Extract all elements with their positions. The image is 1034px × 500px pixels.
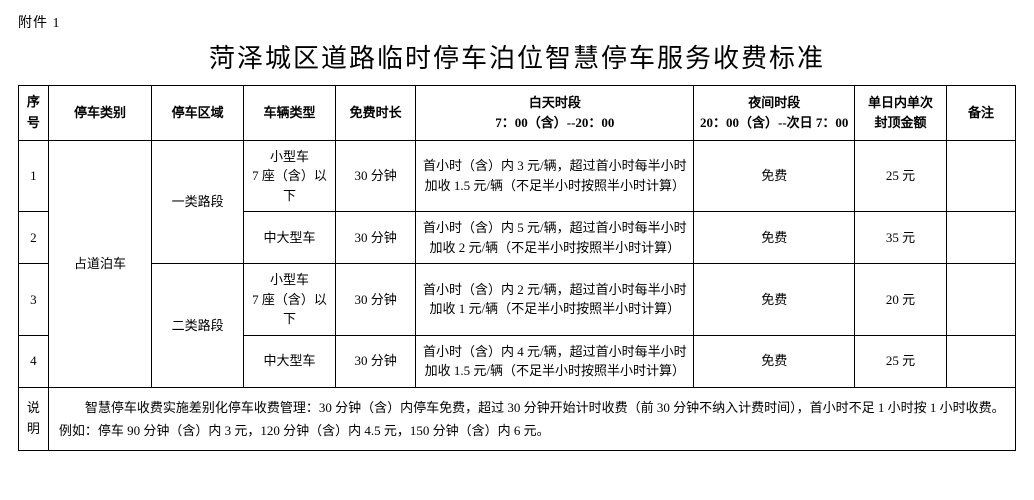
cell-night: 免费: [694, 264, 855, 336]
header-daytime: 白天时段7：00（含）--20：00: [416, 86, 694, 141]
cell-note: [947, 140, 1016, 212]
cell-night: 免费: [694, 212, 855, 264]
table-row: 3 二类路段 小型车7 座（含）以下 30 分钟 首小时（含）内 2 元/辆，超…: [19, 264, 1016, 336]
cell-cap: 25 元: [855, 140, 947, 212]
cell-cap: 35 元: [855, 212, 947, 264]
cell-cap: 25 元: [855, 335, 947, 387]
cell-area: 二类路段: [152, 264, 244, 388]
cell-vehicle: 中大型车: [244, 335, 336, 387]
cell-seq: 2: [19, 212, 49, 264]
header-note: 备注: [947, 86, 1016, 141]
explain-label: 说明: [19, 387, 49, 451]
cell-vehicle: 小型车7 座（含）以下: [244, 140, 336, 212]
cell-vehicle: 小型车7 座（含）以下: [244, 264, 336, 336]
cell-vehicle: 中大型车: [244, 212, 336, 264]
cell-seq: 4: [19, 335, 49, 387]
cell-free: 30 分钟: [335, 264, 415, 336]
cell-day: 首小时（含）内 2 元/辆，超过首小时每半小时加收 1 元/辆（不足半小时按照半…: [416, 264, 694, 336]
fee-table: 序号 停车类别 停车区域 车辆类型 免费时长 白天时段7：00（含）--20：0…: [18, 85, 1016, 451]
attachment-label: 附件 1: [18, 12, 1016, 32]
cell-day: 首小时（含）内 5 元/辆，超过首小时每半小时加收 2 元/辆（不足半小时按照半…: [416, 212, 694, 264]
cell-night: 免费: [694, 140, 855, 212]
cell-seq: 1: [19, 140, 49, 212]
header-night: 夜间时段20：00（含）--次日 7：00: [694, 86, 855, 141]
cell-free: 30 分钟: [335, 140, 415, 212]
cell-note: [947, 264, 1016, 336]
table-header-row: 序号 停车类别 停车区域 车辆类型 免费时长 白天时段7：00（含）--20：0…: [19, 86, 1016, 141]
cell-cap: 20 元: [855, 264, 947, 336]
header-cap: 单日内单次封顶金额: [855, 86, 947, 141]
page-title: 菏泽城区道路临时停车泊位智慧停车服务收费标准: [18, 38, 1016, 75]
header-area: 停车区域: [152, 86, 244, 141]
explain-text: 智慧停车收费实施差别化停车收费管理：30 分钟（含）内停车免费，超过 30 分钟…: [48, 387, 1015, 451]
cell-area: 一类路段: [152, 140, 244, 264]
cell-note: [947, 212, 1016, 264]
explain-row: 说明 智慧停车收费实施差别化停车收费管理：30 分钟（含）内停车免费，超过 30…: [19, 387, 1016, 451]
cell-night: 免费: [694, 335, 855, 387]
table-row: 1 占道泊车 一类路段 小型车7 座（含）以下 30 分钟 首小时（含）内 3 …: [19, 140, 1016, 212]
header-vehicle: 车辆类型: [244, 86, 336, 141]
cell-free: 30 分钟: [335, 335, 415, 387]
cell-note: [947, 335, 1016, 387]
cell-day: 首小时（含）内 4 元/辆，超过首小时每半小时加收 1.5 元/辆（不足半小时按…: [416, 335, 694, 387]
header-seq: 序号: [19, 86, 49, 141]
cell-free: 30 分钟: [335, 212, 415, 264]
header-free: 免费时长: [335, 86, 415, 141]
header-category: 停车类别: [48, 86, 151, 141]
cell-seq: 3: [19, 264, 49, 336]
cell-category: 占道泊车: [48, 140, 151, 387]
cell-day: 首小时（含）内 3 元/辆，超过首小时每半小时加收 1.5 元/辆（不足半小时按…: [416, 140, 694, 212]
